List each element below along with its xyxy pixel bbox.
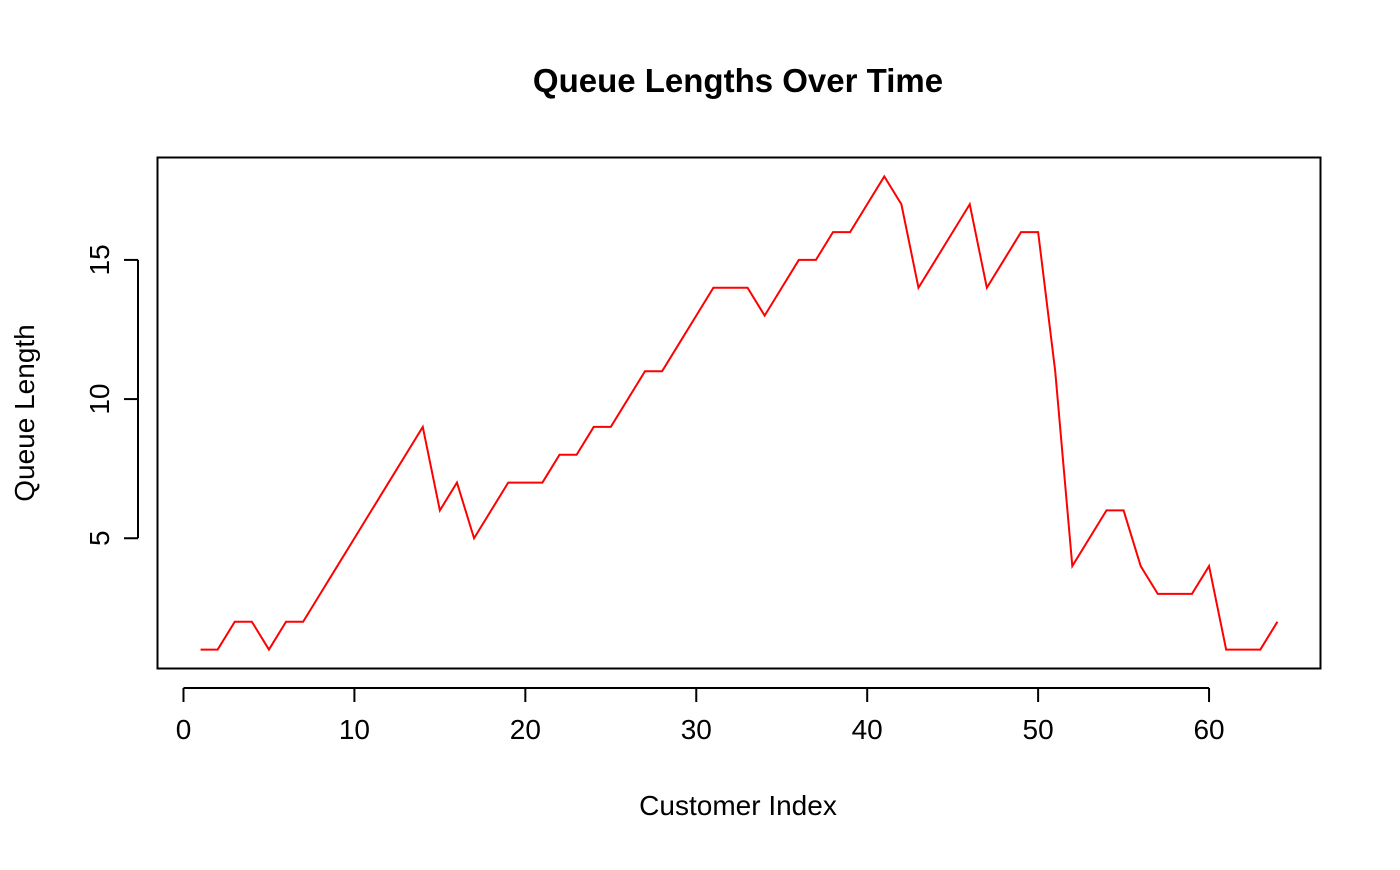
- plot-area-frame: [156, 156, 1322, 670]
- series-layer: [200, 174, 1279, 652]
- x-axis-title: Customer Index: [639, 790, 837, 821]
- x-tick-label: 60: [1193, 714, 1224, 745]
- x-tick-label: 40: [852, 714, 883, 745]
- y-axis: 5 10 15: [84, 244, 139, 546]
- x-tick-label: 50: [1023, 714, 1054, 745]
- y-tick-label: 10: [84, 384, 115, 415]
- chart-title: Queue Lengths Over Time: [533, 62, 943, 99]
- y-tick-label: 5: [84, 530, 115, 546]
- y-axis-title: Queue Length: [9, 324, 40, 502]
- y-tick-label: 15: [84, 244, 115, 275]
- x-tick-label: 30: [681, 714, 712, 745]
- x-tick-label: 0: [176, 714, 192, 745]
- x-tick-label: 20: [510, 714, 541, 745]
- x-tick-label: 10: [339, 714, 370, 745]
- series-line: [200, 174, 1279, 652]
- x-axis: 0 10 20 30 40 50 60: [176, 687, 1225, 745]
